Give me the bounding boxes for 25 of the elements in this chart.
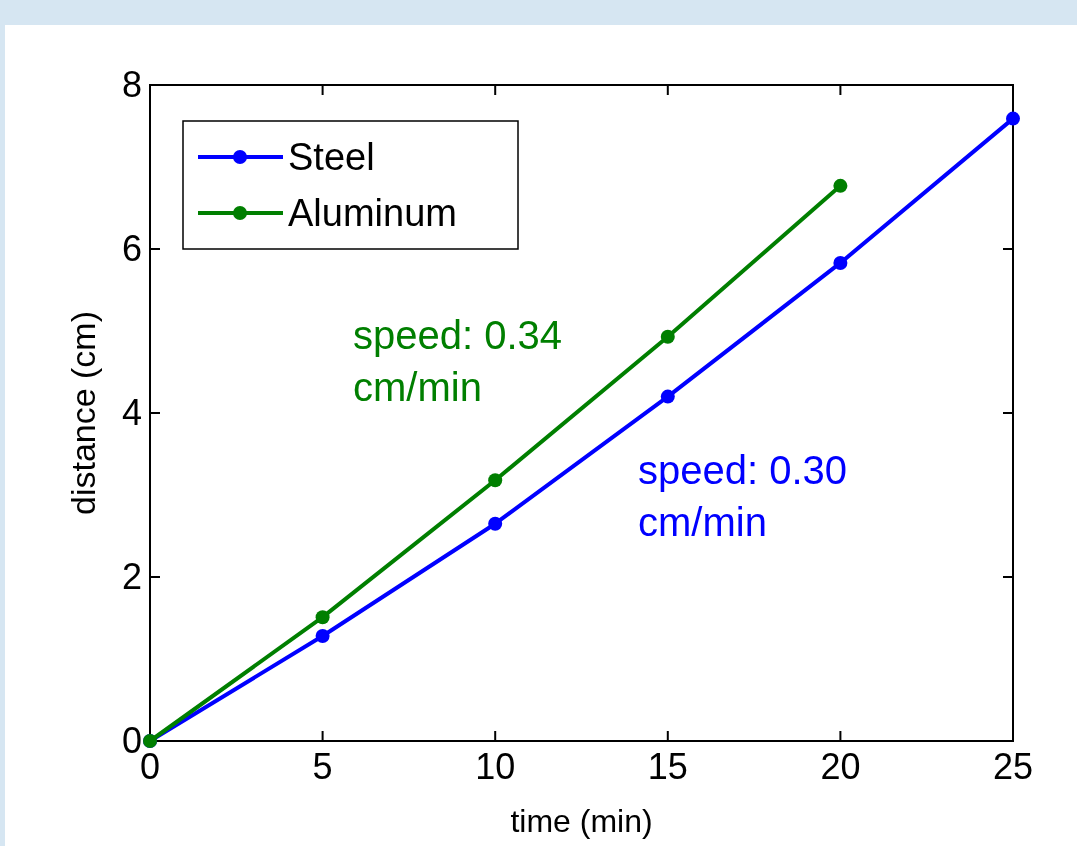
legend-label: Steel xyxy=(288,136,375,178)
point xyxy=(488,473,503,488)
point xyxy=(315,629,330,644)
y-tick-label: 0 xyxy=(121,720,142,761)
y-tick-label: 6 xyxy=(121,228,142,269)
x-tick-label: 5 xyxy=(312,746,333,787)
x-tick-label: 25 xyxy=(992,746,1034,787)
point xyxy=(315,610,330,625)
point xyxy=(1006,111,1020,126)
y-tick-label: 2 xyxy=(121,556,142,597)
x-tick-label: 20 xyxy=(820,746,861,787)
annotation: speed: 0.30 cm/min xyxy=(638,448,848,544)
legend-label: Aluminum xyxy=(288,192,457,234)
y-tick-label: 8 xyxy=(121,64,142,105)
point xyxy=(833,178,848,193)
y-axis-title: distance (cm) xyxy=(64,310,102,516)
annotation: speed: 0.34 cm/min xyxy=(353,313,563,409)
point xyxy=(833,255,848,270)
x-tick-label: 10 xyxy=(475,746,516,787)
point xyxy=(488,516,503,531)
x-axis-title: time (min) xyxy=(510,803,653,839)
point xyxy=(660,329,675,344)
y-tick-label: 4 xyxy=(121,392,142,433)
point xyxy=(660,389,675,404)
x-tick-label: 15 xyxy=(647,746,688,787)
